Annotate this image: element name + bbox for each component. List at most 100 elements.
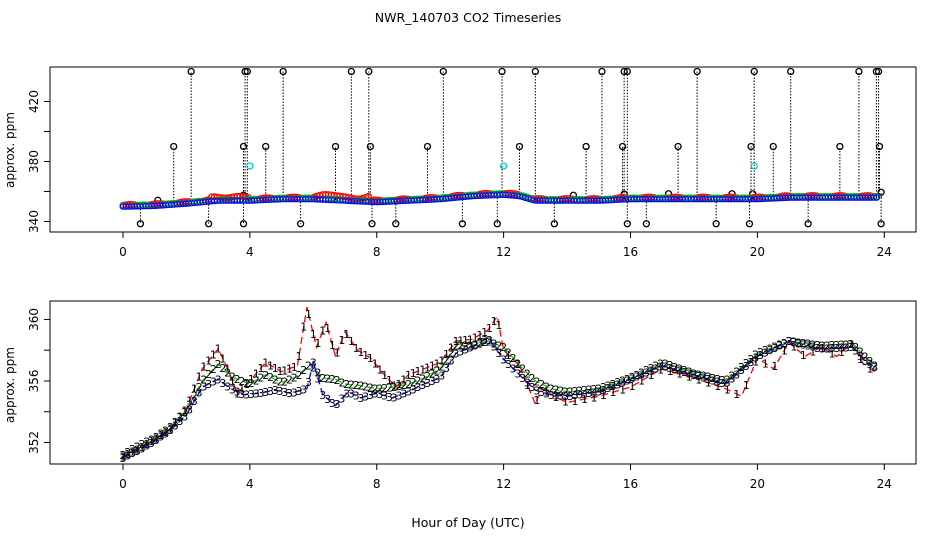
bottom-series-3-marker: 3	[338, 393, 345, 406]
bottom-series-2-marker: 2	[300, 364, 307, 377]
bottom-series-3-marker: 3	[729, 373, 736, 386]
bottom-series-2-marker: 2	[700, 370, 707, 383]
bottom-series-3-marker: 3	[367, 389, 374, 402]
bottom-series-3-marker: 3	[129, 447, 136, 460]
top-spike-mid-point	[674, 142, 682, 151]
bottom-series-3-marker: 3	[671, 363, 678, 376]
bottom-series-3-marker: 3	[162, 427, 169, 440]
bottom-series-1-marker: 1	[481, 326, 488, 339]
bottom-series-2-marker: 2	[500, 341, 507, 354]
bottom-series-3-marker: 3	[495, 347, 502, 360]
bottom-series-2-marker: 2	[491, 337, 498, 350]
bottom-series-3-marker: 3	[353, 390, 360, 403]
chart-title: NWR_140703 CO2 Timeseries	[375, 10, 561, 25]
bottom-series-3-marker: 3	[429, 375, 436, 388]
bottom-series-1-marker: 1	[429, 360, 436, 373]
bottom-series-1-marker: 1	[581, 393, 588, 406]
bottom-series-3-marker: 3	[771, 342, 778, 355]
bottom-series-2-marker: 2	[533, 376, 540, 389]
bottom-series-3-marker: 3	[119, 452, 126, 465]
top-spike-low-point	[458, 220, 467, 228]
top-spike-low-point	[392, 220, 400, 228]
bottom-series-3-marker: 3	[567, 390, 574, 403]
bottom-series-3-marker: 3	[234, 386, 241, 399]
bottom-series-1-marker: 1	[286, 363, 293, 376]
bottom-series-2-marker: 2	[476, 337, 483, 350]
top-x-tick-label: 16	[623, 245, 638, 259]
bottom-series-2-marker: 2	[690, 367, 697, 380]
bottom-series-1-marker: 1	[138, 441, 145, 454]
bottom-series-2-marker: 2	[381, 382, 388, 395]
bottom-series-1-marker: 1	[414, 365, 421, 378]
bottom-series-2-marker: 2	[781, 337, 788, 350]
bottom-series-3-marker: 3	[276, 385, 283, 398]
bottom-series-1-marker: 1	[571, 395, 578, 408]
bottom-series-3-marker: 3	[438, 369, 445, 382]
bottom-series-3-marker: 3	[838, 342, 845, 355]
bottom-series-2-marker: 2	[234, 373, 241, 386]
bottom-series-2-marker: 2	[838, 339, 845, 352]
bottom-series-3-marker: 3	[229, 383, 236, 396]
bottom-series-3-marker: 3	[391, 391, 398, 404]
bottom-series-2-marker: 2	[867, 355, 874, 368]
top-spike-mid-point	[618, 142, 627, 151]
top-spike-high-point	[365, 67, 373, 76]
bottom-series-1-marker: 1	[257, 362, 264, 375]
bottom-series-3-marker: 3	[733, 368, 740, 381]
bottom-series-2-marker: 2	[562, 385, 569, 398]
bottom-series-2-marker: 2	[605, 379, 612, 392]
bottom-series-3-marker: 3	[786, 335, 793, 348]
top-spike-small-point	[877, 188, 885, 196]
bottom-series-1-marker: 1	[495, 319, 502, 332]
top-spike-mid-point	[331, 142, 340, 151]
bottom-series-3-marker: 3	[158, 431, 165, 444]
top-spike-low-point	[642, 220, 651, 228]
bottom-series-2-marker: 2	[729, 369, 736, 382]
bottom-series-1-marker: 1	[162, 426, 169, 439]
top-x-tick-label: 8	[373, 245, 381, 259]
bottom-series-3-marker: 3	[386, 391, 393, 404]
bottom-series-1-marker: 1	[781, 344, 788, 357]
bottom-series-3-marker: 3	[619, 377, 626, 390]
top-panel: approx. ppm 0 4 8 12 16 20 24 340 380 420	[3, 66, 917, 259]
bottom-series-1-line	[122, 307, 876, 457]
bottom-series-3-marker: 3	[424, 377, 431, 390]
bottom-series-2-marker: 2	[719, 374, 726, 387]
bottom-series-2-marker: 2	[138, 438, 145, 451]
bottom-series-3-marker: 3	[357, 392, 364, 405]
top-spike-low-point	[493, 220, 501, 228]
bottom-series-2-marker: 2	[386, 381, 393, 394]
top-spike-high-point	[241, 67, 249, 76]
bottom-series-3-marker: 3	[476, 337, 483, 350]
bottom-series-3-marker: 3	[514, 367, 521, 380]
bottom-series-2-marker: 2	[315, 367, 322, 380]
bottom-series-3-marker: 3	[738, 364, 745, 377]
top-x-tick-label: 24	[877, 245, 892, 259]
bottom-series-2-marker: 2	[400, 379, 407, 392]
top-spike-high-point	[750, 67, 758, 76]
top-spike-low-point	[712, 220, 720, 228]
bottom-series-1-marker: 1	[648, 369, 655, 382]
bottom-series-2-marker: 2	[462, 340, 469, 353]
top-spike-mid-point	[582, 142, 590, 151]
bottom-series-1-marker: 1	[305, 308, 312, 321]
bottom-series-1-marker: 1	[619, 383, 626, 396]
bottom-series-1-marker: 1	[676, 368, 683, 381]
bottom-series-3-marker: 3	[828, 342, 835, 355]
bottom-series-2-marker: 2	[243, 377, 250, 390]
bottom-series-2-marker: 2	[610, 378, 617, 391]
bottom-series-3-marker: 3	[857, 350, 864, 363]
bottom-series-3-marker: 3	[215, 373, 222, 386]
bottom-series-2-marker: 2	[414, 374, 421, 387]
bottom-series-3-marker: 3	[795, 337, 802, 350]
bottom-series-3-marker: 3	[138, 442, 145, 455]
bottom-series-3-marker: 3	[267, 385, 274, 398]
bottom-series-2-marker: 2	[767, 342, 774, 355]
top-spike-mid-point	[769, 142, 777, 151]
bottom-series-2-marker: 2	[762, 344, 769, 357]
bottom-series-3-marker: 3	[862, 355, 869, 368]
bottom-series-2-marker: 2	[329, 373, 336, 386]
bottom-series-3-marker: 3	[867, 358, 874, 371]
bottom-series-1-marker: 1	[272, 362, 279, 375]
bottom-series-2-marker: 2	[248, 377, 255, 390]
